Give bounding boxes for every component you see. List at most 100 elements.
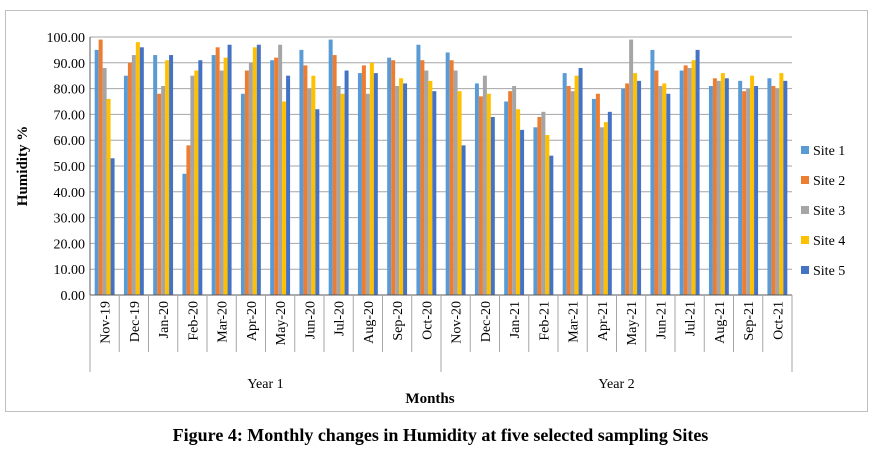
bar-site-2 bbox=[127, 62, 132, 295]
bar-site-2 bbox=[303, 65, 308, 295]
bar-site-1 bbox=[504, 101, 509, 295]
bar-site-5 bbox=[110, 158, 115, 295]
y-axis-title: Humidity % bbox=[15, 126, 31, 206]
bar-site-4 bbox=[282, 101, 287, 295]
y-tick-label: 40.00 bbox=[54, 186, 86, 201]
legend-swatch-site-3 bbox=[801, 206, 809, 214]
legend-swatch-site-2 bbox=[801, 176, 809, 184]
x-tick-label: Jul-21 bbox=[684, 301, 699, 336]
bar-site-2 bbox=[98, 39, 103, 295]
bar-site-4 bbox=[662, 83, 667, 295]
bar-site-4 bbox=[252, 47, 257, 295]
bar-site-3 bbox=[336, 86, 341, 296]
bar-site-5 bbox=[724, 78, 729, 295]
group-label: Year 2 bbox=[598, 377, 634, 392]
bar-site-3 bbox=[161, 86, 166, 296]
bar-site-1 bbox=[679, 70, 684, 295]
bar-site-1 bbox=[387, 57, 392, 295]
x-tick-label: Jul-20 bbox=[333, 301, 348, 336]
group-label: Year 1 bbox=[247, 377, 283, 392]
bar-site-1 bbox=[562, 73, 567, 296]
y-tick-label: 30.00 bbox=[54, 212, 86, 227]
bar-site-2 bbox=[244, 70, 249, 295]
x-tick-label: Dec-19 bbox=[128, 301, 143, 342]
y-tick-label: 20.00 bbox=[54, 237, 86, 252]
bar-site-4 bbox=[340, 93, 345, 295]
x-tick-label: Apr-21 bbox=[596, 301, 611, 341]
bar-site-3 bbox=[541, 111, 546, 295]
bar-site-2 bbox=[449, 60, 454, 295]
y-tick-label: 100.00 bbox=[47, 31, 86, 46]
bar-site-4 bbox=[428, 80, 433, 295]
bar-site-5 bbox=[783, 80, 788, 295]
legend-label-site-5: Site 5 bbox=[813, 264, 845, 279]
bar-site-5 bbox=[666, 93, 671, 295]
bar-site-2 bbox=[157, 93, 162, 295]
axes bbox=[89, 37, 793, 372]
x-tick-label: Dec-20 bbox=[479, 301, 494, 342]
bar-site-3 bbox=[248, 62, 253, 295]
bar-site-4 bbox=[720, 73, 725, 296]
x-tick-label: Jan-21 bbox=[508, 301, 523, 338]
bar-site-5 bbox=[256, 44, 261, 295]
legend: Site 1 Site 2 Site 3 Site 4 Site 5 bbox=[801, 144, 845, 279]
bar-site-5 bbox=[490, 116, 495, 295]
bar-site-2 bbox=[566, 86, 571, 296]
humidity-bar-chart: Humidity % Months 0.00 10.00 20.00 30.00 40.… bbox=[15, 31, 845, 407]
x-tick-label: Aug-20 bbox=[362, 301, 377, 344]
legend-label-site-3: Site 3 bbox=[813, 204, 845, 219]
x-tick-label: Sep-20 bbox=[391, 301, 406, 341]
bar-site-4 bbox=[399, 78, 404, 295]
bar-site-3 bbox=[190, 75, 195, 295]
bar-site-2 bbox=[625, 83, 630, 295]
x-tick-label: May-21 bbox=[625, 301, 640, 345]
x-tick-label: Oct-20 bbox=[420, 301, 435, 340]
bar-site-3 bbox=[746, 88, 751, 295]
bar-site-4 bbox=[545, 135, 550, 295]
legend-swatch-site-4 bbox=[801, 236, 809, 244]
legend-label-site-2: Site 2 bbox=[813, 174, 845, 189]
x-tick-label: Jun-21 bbox=[654, 301, 669, 339]
bar-site-2 bbox=[478, 96, 483, 295]
x-tick-label: Apr-20 bbox=[245, 301, 260, 341]
y-tick-label: 70.00 bbox=[54, 108, 86, 123]
bar-site-4 bbox=[603, 122, 608, 295]
bar-site-3 bbox=[687, 67, 692, 296]
bar-site-1 bbox=[182, 173, 187, 295]
bar-site-2 bbox=[683, 65, 688, 295]
y-tick-label: 90.00 bbox=[54, 57, 86, 72]
bar-site-2 bbox=[771, 86, 776, 296]
bar-site-1 bbox=[445, 52, 450, 296]
bar-site-1 bbox=[357, 73, 362, 296]
bar-site-3 bbox=[775, 88, 780, 295]
bar-site-5 bbox=[637, 80, 642, 295]
bar-site-4 bbox=[691, 60, 696, 295]
x-tick-label: Nov-20 bbox=[450, 301, 465, 344]
bar-site-5 bbox=[286, 75, 291, 295]
x-tick-label: Jun-20 bbox=[303, 301, 318, 339]
x-tick-label: Nov-19 bbox=[99, 301, 114, 344]
legend-swatch-site-1 bbox=[801, 146, 809, 154]
bar-site-2 bbox=[654, 70, 659, 295]
bar-site-1 bbox=[767, 78, 772, 295]
bar-site-2 bbox=[537, 116, 542, 295]
bars bbox=[94, 39, 788, 296]
bar-site-3 bbox=[424, 70, 429, 295]
bar-site-1 bbox=[474, 83, 479, 295]
bar-site-3 bbox=[658, 86, 663, 296]
bar-site-4 bbox=[194, 70, 199, 295]
bar-site-1 bbox=[211, 55, 216, 296]
tick-labels: 0.00 10.00 20.00 30.00 40.00 50.00 60.00 70.00 8… bbox=[47, 31, 787, 392]
chart-frame bbox=[5, 10, 868, 412]
bar-site-1 bbox=[621, 88, 626, 295]
bar-site-4 bbox=[574, 75, 579, 295]
bar-site-1 bbox=[299, 49, 304, 296]
bar-site-5 bbox=[198, 60, 203, 295]
bar-site-5 bbox=[520, 129, 525, 295]
bar-site-2 bbox=[712, 78, 717, 295]
bar-site-2 bbox=[361, 65, 366, 295]
bar-site-3 bbox=[102, 67, 107, 296]
x-tick-label: Mar-20 bbox=[216, 301, 231, 343]
bar-site-2 bbox=[595, 93, 600, 295]
x-tick-label: Jan-20 bbox=[157, 301, 172, 338]
